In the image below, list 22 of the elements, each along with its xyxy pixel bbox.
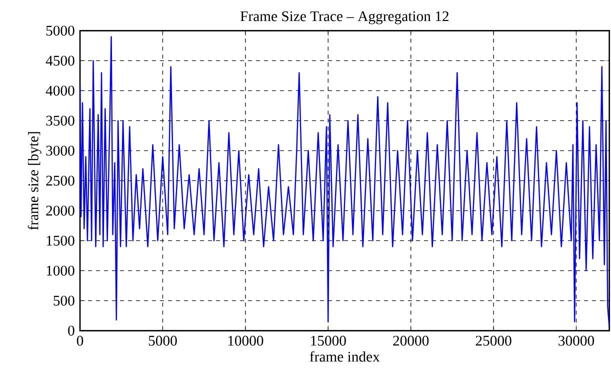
y-tick-label: 0 (68, 326, 74, 336)
x-tick-label: 30000 (558, 336, 594, 346)
y-tick-label: 3000 (46, 146, 74, 156)
chart-title: Frame Size Trace – Aggregation 12 (240, 11, 448, 24)
y-tick-label: 1500 (46, 236, 74, 246)
y-axis-title: frame size [byte] (28, 132, 42, 230)
x-axis-title: frame index (310, 351, 380, 362)
x-tick-label: 15000 (311, 336, 346, 346)
y-tick-label: 2000 (46, 206, 74, 216)
y-tick-label: 4000 (46, 86, 74, 96)
y-tick-label: 3500 (46, 116, 74, 126)
y-tick-label: 2500 (46, 176, 74, 186)
x-tick-label: 5000 (148, 336, 177, 346)
x-tick-label: 10000 (228, 336, 264, 346)
x-tick-label: 25000 (476, 336, 512, 346)
y-tick-label: 500 (54, 296, 74, 306)
y-tick-label: 1000 (46, 266, 74, 276)
line-series (80, 36, 610, 328)
x-tick-label: 20000 (393, 336, 429, 346)
y-tick-label: 4500 (46, 56, 74, 66)
x-tick-label: 0 (76, 336, 84, 346)
y-tick-label: 5000 (46, 26, 74, 36)
